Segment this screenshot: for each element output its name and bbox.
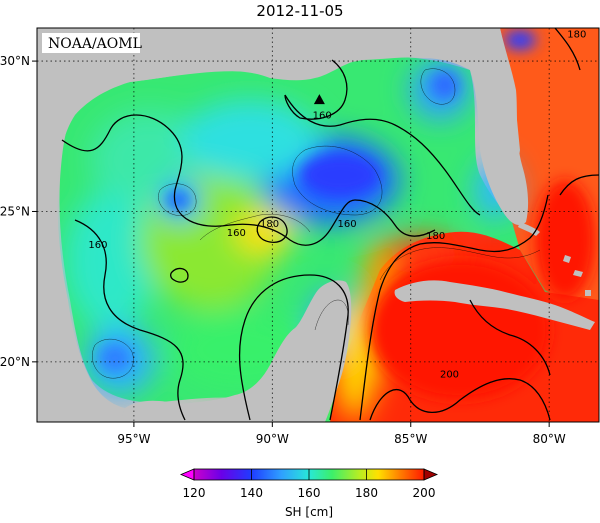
lon-tick-label-0: 95°W: [117, 432, 150, 446]
lat-tick-label-1: 25°N: [0, 204, 30, 218]
contour-label-5: 180: [426, 231, 445, 242]
florida-peninsula-land: [470, 28, 529, 226]
map-frame: [36, 27, 600, 423]
cuba-land: [394, 280, 595, 330]
contour-label-7: 180: [567, 30, 586, 41]
colorbar-tick-label-3: 180: [355, 486, 378, 500]
colorbar-label: SH [cm]: [285, 505, 333, 519]
colorbar-tick-label-0: 120: [183, 486, 206, 500]
contour-label-6: 200: [440, 369, 459, 380]
colorbar-high-arrow: [423, 468, 439, 481]
contour-lines: [61, 28, 599, 421]
lat-tick-label-2: 30°N: [0, 54, 30, 68]
sea-field: [37, 28, 599, 422]
colorbar-tick-label-1: 140: [240, 486, 263, 500]
lon-tick-label-2: 85°W: [394, 432, 427, 446]
us-coast-land: [37, 28, 500, 422]
credit-text: NOAA/AOML: [48, 36, 142, 52]
contour-label-2: 180: [260, 219, 279, 230]
colorbar: 120 140 160 180 200 SH [cm]: [179, 468, 439, 519]
contour-label-4: 160: [88, 240, 107, 251]
contour-label-group: 160 160 180 160 160 180 200 180: [88, 30, 586, 381]
bahamas-land: [563, 255, 591, 296]
station-triangle-marker: [313, 94, 325, 105]
contour-label-1: 160: [227, 228, 246, 239]
yucatan-land: [120, 280, 352, 422]
contour-label-0: 160: [313, 111, 332, 122]
lon-tick-label-3: 80°W: [533, 432, 566, 446]
lat-tick-label-0: 20°N: [0, 355, 30, 369]
colorbar-tick-label-4: 200: [413, 486, 436, 500]
map-title: 2012-11-05: [256, 2, 344, 20]
credit-box: NOAA/AOML: [42, 33, 142, 53]
lon-tick-label-1: 90°W: [256, 432, 289, 446]
colorbar-tick-label-2: 160: [298, 486, 321, 500]
colorbar-low-arrow: [179, 468, 195, 481]
minor-contour-lines: [92, 68, 541, 379]
contour-label-3: 160: [338, 219, 357, 230]
axis-ticks: 95°W 90°W 85°W 80°W 20°N 25°N 30°N: [0, 54, 566, 446]
graticule: [37, 28, 599, 422]
